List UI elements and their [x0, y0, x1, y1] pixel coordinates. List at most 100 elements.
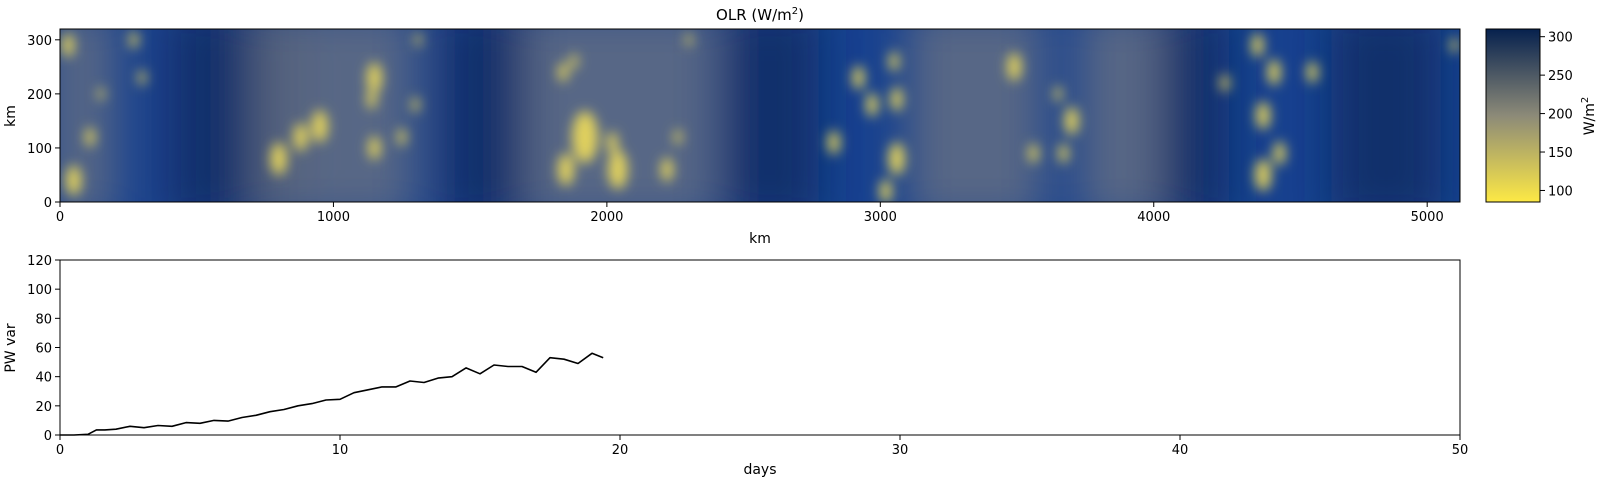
convective-cell	[879, 179, 892, 202]
line-y-tick-label: 120	[27, 254, 52, 269]
convective-cell	[1254, 158, 1272, 192]
convective-cell	[293, 123, 308, 152]
convective-cell	[607, 150, 628, 190]
convective-cell	[888, 142, 905, 175]
colorbar-tick-label: 100	[1548, 184, 1573, 199]
heatmap-band-7	[1160, 29, 1229, 202]
line-y-tick-label: 20	[35, 400, 52, 415]
heatmap-x-tick-label: 1000	[317, 210, 350, 225]
convective-cell	[411, 97, 420, 113]
convective-cell	[1064, 106, 1079, 135]
line-y-tick-label: 40	[35, 371, 52, 386]
convective-cell	[571, 111, 599, 164]
colorbar-tick-label: 250	[1548, 69, 1573, 84]
colorbar-tick-label: 150	[1548, 146, 1573, 161]
heatmap-y-tick-label: 0	[44, 196, 52, 211]
heatmap-panel: 0 1000 2000 3000 4000 5000 0 100 200 300 km km	[3, 28, 1461, 247]
heatmap-band-5	[907, 29, 1045, 202]
heatmap-y-tick-label: 200	[27, 88, 52, 103]
line-x-axis-label: days	[743, 462, 776, 478]
heatmap-x-tick-label: 5000	[1411, 210, 1444, 225]
convective-cell	[1273, 141, 1286, 166]
line-x-tick-label: 40	[1172, 443, 1189, 458]
heatmap-title: OLR (W/m2)	[716, 6, 804, 24]
line-y-tick-label: 0	[44, 429, 52, 444]
heatmap-y-tick-label: 300	[27, 34, 52, 49]
line-x-tick-label: 0	[56, 443, 64, 458]
heatmap-x-tick-label: 3000	[864, 210, 897, 225]
convective-cell	[557, 153, 575, 186]
convective-cell	[570, 53, 578, 70]
colorbar-ticks: 100 150 200 250 300	[1540, 31, 1573, 199]
convective-cell	[1054, 86, 1062, 102]
convective-cell	[890, 87, 903, 112]
series-line-pw-var	[60, 352, 604, 436]
convective-cell	[366, 89, 377, 110]
convective-cell	[138, 70, 146, 86]
convective-cell	[66, 165, 82, 196]
heatmap-band-4	[723, 29, 819, 202]
convective-cell	[1007, 52, 1022, 81]
line-y-tick-label: 100	[27, 283, 52, 298]
convective-cell	[366, 62, 383, 93]
line-x-ticks: 0 10 20 30 40 50	[56, 435, 1468, 458]
line-y-ticks: 0 20 40 60 80 100 120	[27, 254, 60, 444]
convective-cell	[889, 51, 899, 72]
heatmap-x-ticks: 0 1000 2000 3000 4000 5000	[56, 202, 1444, 225]
line-x-tick-label: 30	[892, 443, 909, 458]
convective-cell	[414, 33, 422, 47]
convective-cell	[827, 130, 840, 155]
convective-cell	[368, 136, 381, 160]
heatmap-band-9	[60, 29, 117, 202]
convective-cell	[129, 31, 139, 49]
convective-cell	[397, 128, 407, 146]
convective-cell	[1450, 37, 1459, 53]
convective-cell	[1256, 101, 1271, 130]
line-y-tick-label: 60	[35, 342, 52, 357]
heatmap-x-tick-label: 0	[56, 210, 64, 225]
convective-cell	[311, 110, 328, 143]
colorbar: 100 150 200 250 300 W/m2	[1485, 28, 1598, 203]
convective-cell	[674, 129, 682, 145]
heatmap-band-1	[251, 29, 416, 202]
colorbar-label: W/m2	[1580, 97, 1598, 136]
convective-cell	[97, 87, 105, 101]
heatmap-band-8	[1331, 29, 1441, 202]
convective-cell	[866, 92, 879, 117]
heatmap-band-2	[442, 29, 525, 202]
heatmap-x-tick-label: 4000	[1137, 210, 1170, 225]
convective-cell	[62, 33, 75, 58]
line-x-tick-label: 10	[332, 443, 349, 458]
line-y-tick-label: 80	[35, 312, 52, 327]
line-plot-area	[59, 259, 1461, 436]
heatmap-y-ticks: 0 100 200 300	[27, 34, 60, 211]
colorbar-tick-label: 300	[1548, 31, 1573, 46]
heatmap-frame	[59, 28, 1461, 203]
convective-cell	[685, 33, 693, 47]
convective-cell	[852, 65, 865, 90]
convective-cell	[558, 62, 569, 82]
convective-cell	[1306, 61, 1318, 84]
heatmap-y-axis-label: km	[3, 105, 19, 127]
colorbar-tick-label: 200	[1548, 108, 1573, 123]
convective-cell	[85, 127, 95, 147]
convective-cell	[270, 142, 287, 175]
colorbar-gradient	[1485, 28, 1541, 203]
convective-cell	[606, 131, 618, 154]
line-y-axis-label: PW var	[3, 323, 19, 373]
line-x-tick-label: 20	[612, 443, 629, 458]
convective-cell	[1028, 143, 1039, 164]
heatmap-x-tick-label: 2000	[590, 210, 623, 225]
heatmap-band-6	[1078, 29, 1175, 202]
heatmap-x-axis-label: km	[749, 231, 771, 247]
line-x-tick-label: 50	[1452, 443, 1469, 458]
convective-cell	[1267, 59, 1281, 86]
heatmap-y-tick-label: 100	[27, 142, 52, 157]
convective-cell	[1220, 74, 1230, 92]
heatmap-convective-cells	[62, 31, 1459, 202]
convective-cell	[1058, 143, 1069, 164]
line-panel: 0 10 20 30 40 50 0 20 40 60 80 100 120 days PW var	[3, 254, 1468, 478]
convective-cell	[1251, 33, 1264, 58]
convective-cell	[661, 157, 674, 182]
